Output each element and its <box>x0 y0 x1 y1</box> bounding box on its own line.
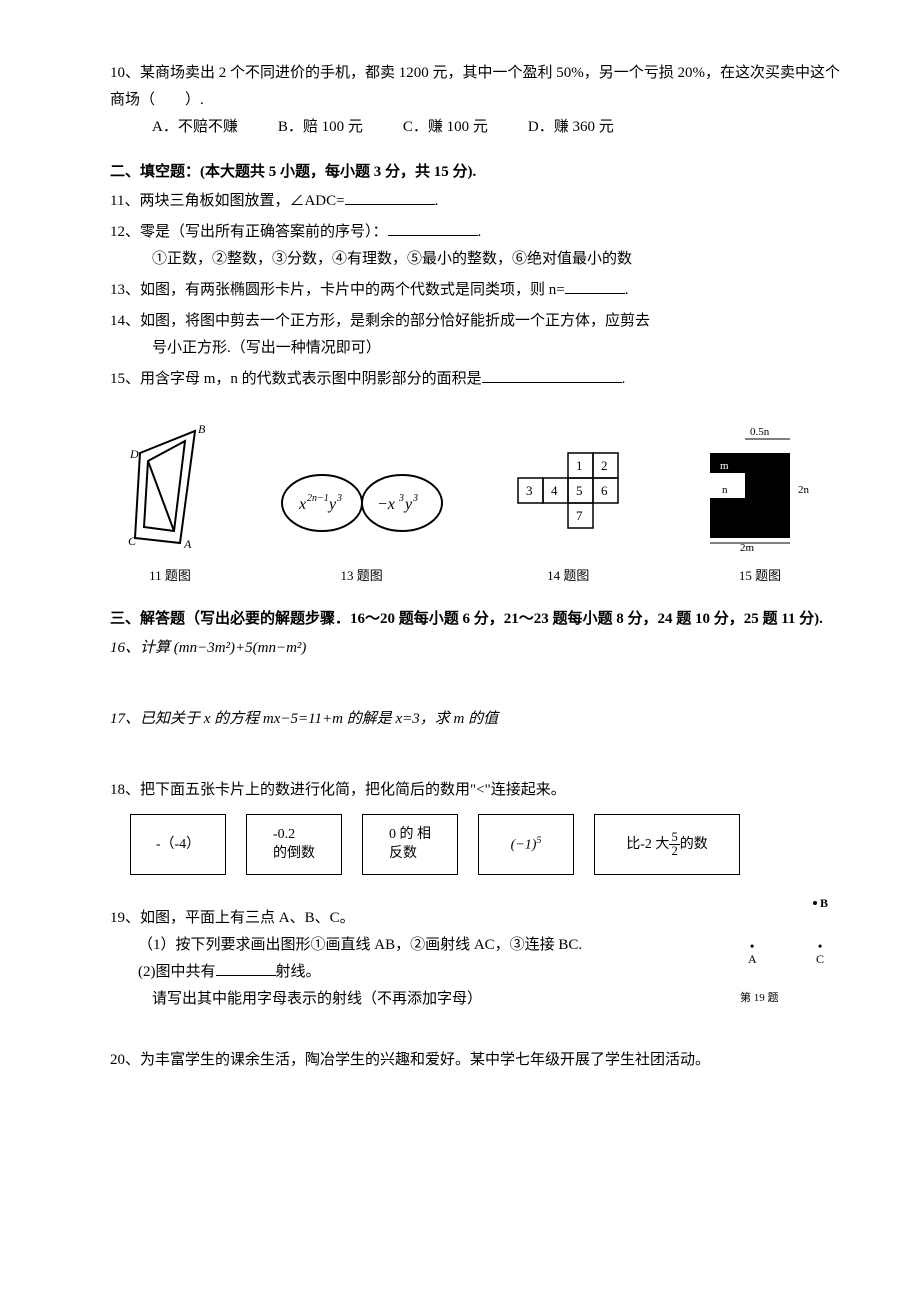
svg-text:A: A <box>183 537 192 551</box>
q20-text: 20、为丰富学生的课余生活，陶冶学生的兴趣和爱好。某中学七年级开展了学生社团活动… <box>110 1052 710 1068</box>
q12-list: ①正数，②整数，③分数，④有理数，⑤最小的整数，⑥绝对值最小的数 <box>110 246 840 273</box>
figure-11: D B C A 11 题图 <box>120 423 220 588</box>
figures-row: D B C A 11 题图 x 2n−1 y 3 −x 3 y 3 13 题图 … <box>110 423 840 588</box>
q15: 15、用含字母 m，n 的代数式表示图中阴影部分的面积是. <box>110 366 840 393</box>
svg-text:x: x <box>298 496 306 513</box>
svg-text:D: D <box>129 447 139 461</box>
q19-sub2: (2)图中共有 射线。 <box>110 959 840 986</box>
svg-text:y: y <box>327 496 337 513</box>
svg-text:•: • <box>818 939 822 953</box>
q19-sub2a: (2)图中共有 <box>138 964 216 980</box>
q10-optC: C．赚 100 元 <box>403 114 488 141</box>
q20: 20、为丰富学生的课余生活，陶冶学生的兴趣和爱好。某中学七年级开展了学生社团活动… <box>110 1047 840 1074</box>
q16-text: 16、计算 (mn−3m²)+5(mn−m²) <box>110 640 306 656</box>
q15-suffix: . <box>622 371 626 387</box>
section2-header: 二、填空题：(本大题共 5 小题，每小题 3 分，共 15 分). <box>110 159 840 186</box>
svg-text:7: 7 <box>576 508 583 523</box>
q11: 11、两块三角板如图放置，∠ADC=. <box>110 188 840 215</box>
q11-suffix: . <box>435 193 439 209</box>
q13: 13、如图，有两张椭圆形卡片，卡片中的两个代数式是同类项，则 n=. <box>110 277 840 304</box>
q18-card3: 0 的 相反数 <box>362 814 458 875</box>
fig14-caption: 14 题图 <box>503 564 633 587</box>
svg-text:B: B <box>198 423 206 436</box>
svg-text:1: 1 <box>576 458 583 473</box>
q18-card2: -0.2的倒数 <box>246 814 342 875</box>
q14: 14、如图，将图中剪去一个正方形，是剩余的部分恰好能折成一个正方体，应剪去 号小… <box>110 308 840 362</box>
q12-suffix: . <box>478 224 482 240</box>
figure-19: B • A • C 第 19 题 <box>740 895 840 1009</box>
q10: 10、某商场卖出 2 个不同进价的手机，都卖 1200 元，其中一个盈利 50%… <box>110 60 840 141</box>
fig19-caption: 第 19 题 <box>740 989 840 1009</box>
section3-header: 三、解答题（写出必要的解题步骤．16～20 题每小题 6 分，21～23 题每小… <box>110 606 840 633</box>
q10-optD: D．赚 360 元 <box>528 114 614 141</box>
svg-text:n: n <box>722 484 728 496</box>
svg-text:y: y <box>403 496 413 513</box>
q18-card5: 比-2 大 52 的数 <box>594 814 740 875</box>
fig15-caption: 15 题图 <box>690 564 830 587</box>
q15-prefix: 15、用含字母 m，n 的代数式表示图中阴影部分的面积是 <box>110 371 482 387</box>
svg-text:3: 3 <box>398 493 404 504</box>
q12-prefix: 12、零是（写出所有正确答案前的序号）： <box>110 224 388 240</box>
q18-card5b: 的数 <box>680 835 708 855</box>
svg-text:0.5n: 0.5n <box>750 426 770 438</box>
svg-text:4: 4 <box>551 483 558 498</box>
fig11-caption: 11 题图 <box>120 564 220 587</box>
q19-sub3: 请写出其中能用字母表示的射线（不再添加字母） <box>110 986 840 1013</box>
q13-suffix: . <box>625 282 629 298</box>
figure-14: 1 2 3 4 5 6 7 14 题图 <box>503 443 633 588</box>
q10-options: A．不赔不赚 B．赔 100 元 C．赚 100 元 D．赚 360 元 <box>110 114 840 141</box>
svg-text:m: m <box>720 460 729 472</box>
q10-optA: A．不赔不赚 <box>152 114 238 141</box>
q13-blank <box>565 278 625 294</box>
q17: 17、已知关于 x 的方程 mx−5=11+m 的解是 x=3，求 m 的值 <box>110 706 840 733</box>
q19-sub2b: 射线。 <box>276 964 321 980</box>
q19-sub1: （1）按下列要求画出图形①画直线 AB，②画射线 AC，③连接 BC. <box>110 932 840 959</box>
svg-text:3: 3 <box>336 493 342 504</box>
svg-text:6: 6 <box>601 483 608 498</box>
q13-prefix: 13、如图，有两张椭圆形卡片，卡片中的两个代数式是同类项，则 n= <box>110 282 565 298</box>
svg-text:A: A <box>748 952 757 966</box>
q18: 18、把下面五张卡片上的数进行化简，把化简后的数用"<"连接起来。 -（-4） … <box>110 777 840 875</box>
q10-text: 10、某商场卖出 2 个不同进价的手机，都卖 1200 元，其中一个盈利 50%… <box>110 60 840 114</box>
svg-text:2: 2 <box>601 458 608 473</box>
figure-13: x 2n−1 y 3 −x 3 y 3 13 题图 <box>277 463 447 588</box>
svg-text:C: C <box>816 952 824 966</box>
svg-text:3: 3 <box>412 493 418 504</box>
q14-line1: 14、如图，将图中剪去一个正方形，是剩余的部分恰好能折成一个正方体，应剪去 <box>110 308 840 335</box>
q18-card4: (−1)5 <box>478 814 574 875</box>
q15-blank <box>482 367 622 383</box>
q10-optB: B．赔 100 元 <box>278 114 363 141</box>
svg-text:B: B <box>820 896 828 910</box>
svg-text:C: C <box>128 534 137 548</box>
q19-text: 19、如图，平面上有三点 A、B、C。 <box>110 905 840 932</box>
svg-text:−x: −x <box>377 496 395 513</box>
svg-text:2n−1: 2n−1 <box>307 493 329 504</box>
svg-text:2n: 2n <box>798 484 810 496</box>
q18-card1: -（-4） <box>130 814 226 875</box>
svg-text:•: • <box>750 939 754 953</box>
q12-blank <box>388 220 478 236</box>
q16: 16、计算 (mn−3m²)+5(mn−m²) <box>110 635 840 662</box>
svg-text:5: 5 <box>576 483 583 498</box>
q11-blank <box>345 189 435 205</box>
fig13-caption: 13 题图 <box>277 564 447 587</box>
svg-text:2m: 2m <box>740 542 755 553</box>
q19-blank <box>216 960 276 976</box>
q14-line2: 号小正方形.（写出一种情况即可） <box>110 335 840 362</box>
q11-prefix: 11、两块三角板如图放置，∠ADC= <box>110 193 345 209</box>
q19: B • A • C 第 19 题 19、如图，平面上有三点 A、B、C。 （1）… <box>110 905 840 1013</box>
q17-text: 17、已知关于 x 的方程 mx−5=11+m 的解是 x=3，求 m 的值 <box>110 711 498 727</box>
q12: 12、零是（写出所有正确答案前的序号）：. ①正数，②整数，③分数，④有理数，⑤… <box>110 219 840 273</box>
figure-15: 0.5n m 2n n 2m 15 题图 <box>690 423 830 588</box>
svg-text:3: 3 <box>526 483 533 498</box>
q18-cards: -（-4） -0.2的倒数 0 的 相反数 (−1)5 比-2 大 52 的数 <box>130 814 840 875</box>
q18-text: 18、把下面五张卡片上的数进行化简，把化简后的数用"<"连接起来。 <box>110 777 840 804</box>
q18-card5a: 比-2 大 <box>626 835 669 855</box>
q18-frac: 52 <box>669 831 679 857</box>
